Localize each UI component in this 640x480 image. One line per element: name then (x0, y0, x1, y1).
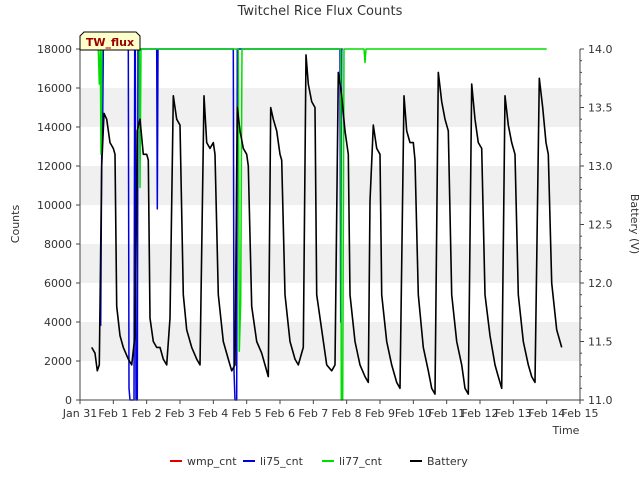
left-tick-label: 4000 (44, 316, 72, 329)
site-tag-label: TW_flux (86, 36, 134, 49)
x-tick-label: Jan 31 (62, 407, 97, 420)
grid-band (80, 244, 580, 283)
left-tick-label: 2000 (44, 355, 72, 368)
left-tick-label: 6000 (44, 277, 72, 290)
tick-labels: 0 2000 4000 6000 8000 10000 12000 14000 16000 180… (37, 43, 613, 420)
legend: wmp_cnt li75_cnt li77_cnt Battery (170, 455, 468, 468)
chart-title: Twitchel Rice Flux Counts (237, 4, 403, 19)
x-tick-label: Feb 7 (298, 407, 328, 420)
x-tick-label: Feb 1 (98, 407, 128, 420)
series-line-li77-cnt (97, 48, 547, 401)
x-tick-label: Feb 8 (332, 407, 362, 420)
legend-label-li75-cnt: li75_cnt (260, 455, 304, 468)
x-tick-label: Feb 9 (365, 407, 395, 420)
right-axis-label: Battery (V) (628, 194, 640, 254)
legend-label-wmp-cnt: wmp_cnt (187, 455, 237, 468)
grid-band (80, 88, 580, 127)
left-tick-label: 0 (65, 394, 72, 407)
left-tick-label: 18000 (37, 43, 72, 56)
grid-band (80, 322, 580, 361)
x-tick-label: Feb 14 (528, 407, 565, 420)
x-tick-label: Feb 4 (198, 407, 228, 420)
x-tick-label: Feb 13 (495, 407, 532, 420)
right-tick-label: 11.0 (588, 394, 613, 407)
left-tick-label: 8000 (44, 238, 72, 251)
right-tick-label: 14.0 (588, 43, 613, 56)
x-tick-label: Feb 10 (395, 407, 432, 420)
site-tag: TW_flux (79, 31, 141, 51)
left-axis-label: Counts (9, 205, 22, 244)
right-tick-label: 11.5 (588, 336, 613, 349)
legend-label-li77-cnt: li77_cnt (339, 455, 383, 468)
x-tick-label: Feb 5 (232, 407, 262, 420)
plot-bands (80, 88, 580, 361)
left-tick-label: 16000 (37, 82, 72, 95)
series-line-Battery (91, 54, 563, 395)
left-tick-label: 10000 (37, 199, 72, 212)
left-tick-label: 12000 (37, 160, 72, 173)
x-tick-label: Feb 15 (562, 407, 599, 420)
x-tick-label: Feb 3 (165, 407, 195, 420)
right-tick-label: 13.5 (588, 102, 613, 115)
right-tick-label: 12.0 (588, 277, 613, 290)
x-tick-label: Feb 12 (462, 407, 499, 420)
x-tick-label: Feb 2 (132, 407, 162, 420)
x-tick-label: Feb 6 (265, 407, 295, 420)
left-tick-label: 14000 (37, 121, 72, 134)
x-axis-label: Time (552, 424, 580, 437)
x-tick-label: Feb 11 (428, 407, 465, 420)
grid-band (80, 166, 580, 205)
site-tag-box (79, 31, 141, 51)
legend-label-Battery: Battery (427, 455, 468, 468)
right-tick-label: 13.0 (588, 160, 613, 173)
right-tick-label: 12.5 (588, 219, 613, 232)
